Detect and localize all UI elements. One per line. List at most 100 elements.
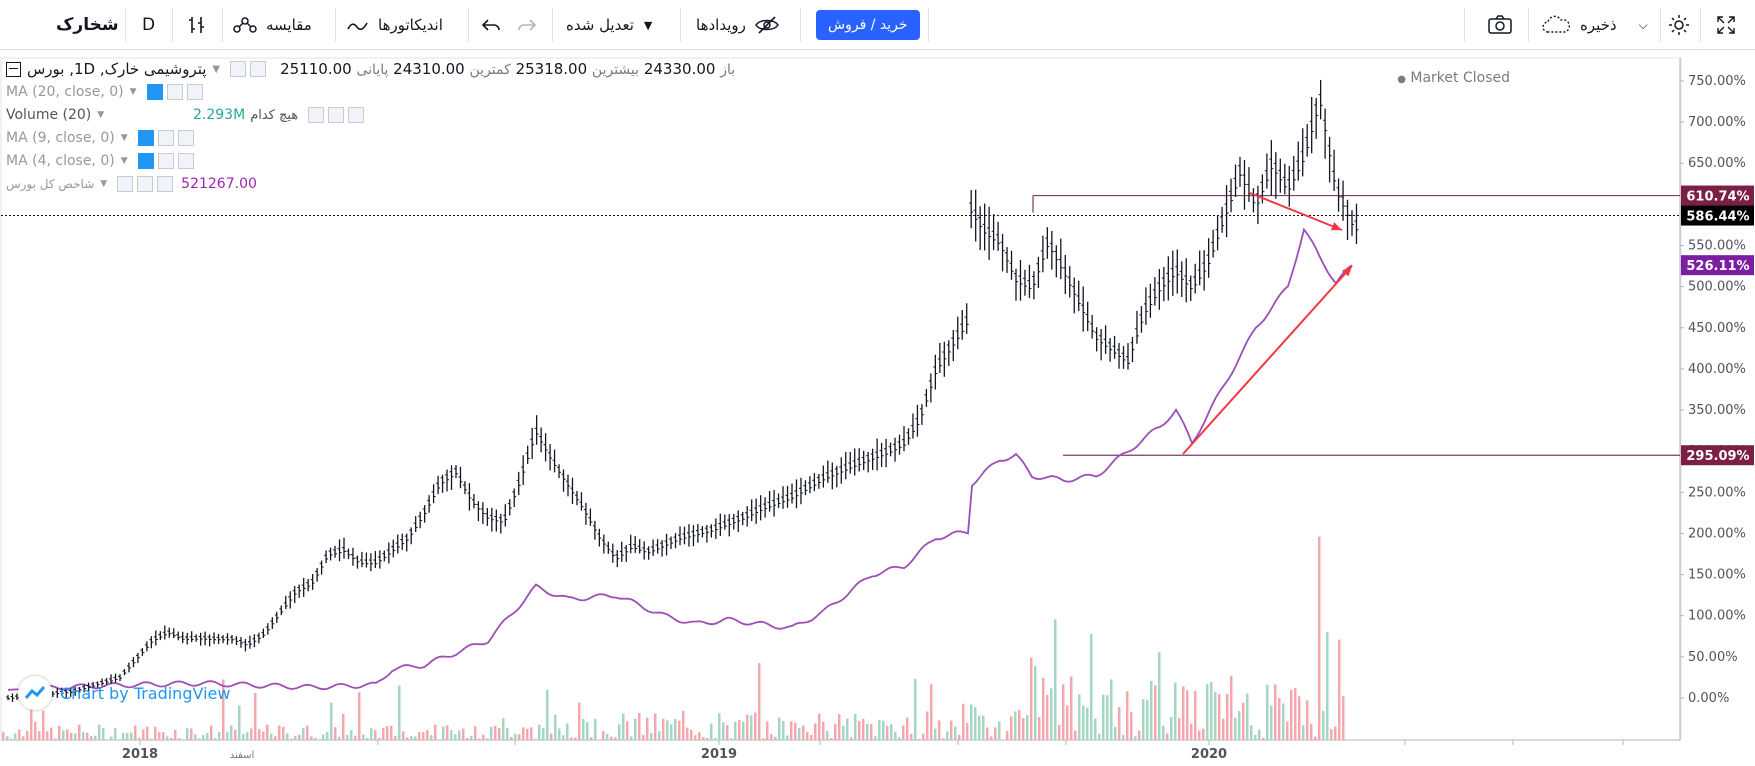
volume-bar <box>1038 717 1041 740</box>
volume-bar <box>1034 666 1037 740</box>
volume-bar <box>302 728 305 740</box>
volume-bar <box>606 733 609 740</box>
y-tick-label: 350.00% <box>1688 403 1746 418</box>
caret-down-icon: ▼ <box>120 133 128 143</box>
volume-bar <box>1026 715 1029 740</box>
close-icon[interactable] <box>186 84 203 100</box>
close-label: پایانی <box>356 62 389 78</box>
index-label[interactable]: شاخص کل بورس <box>6 177 95 191</box>
volume-bar <box>962 703 965 740</box>
legend-ma9-row: MA (9, close, 0) ▼ <box>6 127 194 149</box>
volume-bar <box>654 713 657 740</box>
gear-icon[interactable] <box>157 153 174 169</box>
volume-bar <box>206 732 209 740</box>
volume-bar <box>1098 733 1101 740</box>
eye-crossed-icon <box>754 16 779 34</box>
settings-button[interactable] <box>1667 0 1691 50</box>
volume-bar <box>990 736 993 740</box>
volume-bar <box>782 721 785 740</box>
caret-down-icon: ▼ <box>97 110 105 120</box>
buy-sell-label: خرید / فروش <box>816 10 920 40</box>
ma4-label[interactable]: MA (4, close, 0) <box>6 153 115 169</box>
gear-icon[interactable] <box>328 107 345 123</box>
legend-settings-button[interactable] <box>250 61 267 77</box>
compare-button[interactable]: مقایسه <box>232 0 312 50</box>
save-button[interactable]: ذخیره ⌵ <box>1540 0 1648 50</box>
gear-icon[interactable] <box>157 130 174 146</box>
gear-icon[interactable] <box>166 84 183 100</box>
collapse-legend-icon[interactable] <box>6 61 21 77</box>
volume-bar <box>562 735 565 740</box>
redo-button[interactable] <box>516 0 538 50</box>
volume-bar <box>1334 726 1337 740</box>
volume-bar <box>718 713 721 740</box>
y-tick-label: 200.00% <box>1688 526 1746 541</box>
buy-sell-button[interactable]: خرید / فروش <box>816 0 920 50</box>
toolbar-divider <box>468 8 469 42</box>
gear-icon[interactable] <box>137 176 154 192</box>
volume-bar <box>1014 711 1017 740</box>
caret-down-icon: ▼ <box>643 18 653 32</box>
volume-bar <box>1326 631 1329 740</box>
volume-bar <box>198 738 201 740</box>
volume-label[interactable]: Volume (20) <box>6 107 92 123</box>
volume-bar <box>1042 677 1045 740</box>
volume-bar <box>426 730 429 740</box>
close-icon[interactable] <box>177 153 194 169</box>
volume-bar <box>462 728 465 740</box>
tradingview-watermark[interactable]: Chart by TradingView <box>18 676 230 710</box>
toolbar-divider <box>222 8 223 42</box>
volume-bar <box>98 724 101 740</box>
undo-button[interactable] <box>480 0 502 50</box>
snapshot-button[interactable] <box>1487 0 1513 50</box>
eye-icon[interactable] <box>308 107 325 123</box>
volume-bar <box>298 734 301 740</box>
volume-bar <box>1146 700 1149 740</box>
price-badge-label: 586.44% <box>1686 210 1749 225</box>
volume-bar <box>46 731 49 740</box>
volume-bar <box>738 720 741 740</box>
volume-bar <box>806 731 809 740</box>
adjust-dropdown[interactable]: تعدیل شده ▼ <box>566 0 652 50</box>
events-button[interactable]: رویدادها <box>696 0 780 50</box>
eye-icon[interactable] <box>146 84 163 100</box>
y-tick-label: 500.00% <box>1688 280 1746 295</box>
chart-style-button[interactable] <box>186 0 208 50</box>
volume-bar <box>450 730 453 740</box>
close-icon[interactable] <box>157 176 174 192</box>
eye-icon[interactable] <box>137 153 154 169</box>
symbol-title[interactable]: پتروشیمی خارک, 1D, بورس <box>27 60 207 78</box>
low-value: 24310.00 <box>393 60 465 78</box>
volume-bar <box>922 733 925 740</box>
price-badge <box>1681 255 1754 276</box>
volume-bar <box>1130 712 1133 740</box>
volume-bar <box>66 729 69 740</box>
eye-icon[interactable] <box>137 130 154 146</box>
legend-eye-button[interactable] <box>230 61 247 77</box>
volume-bar <box>418 732 421 740</box>
volume-bar <box>1138 730 1141 740</box>
volume-bar <box>766 721 769 740</box>
close-icon[interactable] <box>177 130 194 146</box>
interval-button[interactable]: D <box>142 15 156 35</box>
volume-bar <box>558 728 561 740</box>
market-status: ● Market Closed <box>1397 70 1510 86</box>
fullscreen-button[interactable] <box>1715 0 1737 50</box>
ohlc-values: باز 24330.00 بیشترین 25318.00 کمترین 243… <box>280 60 735 78</box>
volume-bar <box>958 734 961 740</box>
ma20-label[interactable]: MA (20, close, 0) <box>6 84 124 100</box>
volume-bar <box>474 726 477 740</box>
volume-bar <box>226 732 229 740</box>
eye-icon[interactable] <box>117 176 134 192</box>
indicators-button[interactable]: اندیکاتورها <box>346 0 443 50</box>
toolbar-divider <box>928 8 929 42</box>
volume-bar <box>1242 702 1245 740</box>
symbol-search[interactable]: شخارک <box>56 15 119 35</box>
volume-bar <box>1018 710 1021 740</box>
ma9-label[interactable]: MA (9, close, 0) <box>6 130 115 146</box>
close-icon[interactable] <box>348 107 365 123</box>
volume-bar <box>610 736 613 740</box>
volume-bar <box>42 710 45 740</box>
volume-bar <box>254 692 257 740</box>
